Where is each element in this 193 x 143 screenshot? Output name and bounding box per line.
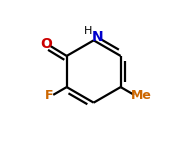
Text: F: F: [45, 89, 53, 102]
Text: Me: Me: [130, 89, 151, 102]
Text: H: H: [84, 26, 92, 36]
Text: N: N: [91, 30, 103, 44]
Text: O: O: [41, 37, 52, 51]
